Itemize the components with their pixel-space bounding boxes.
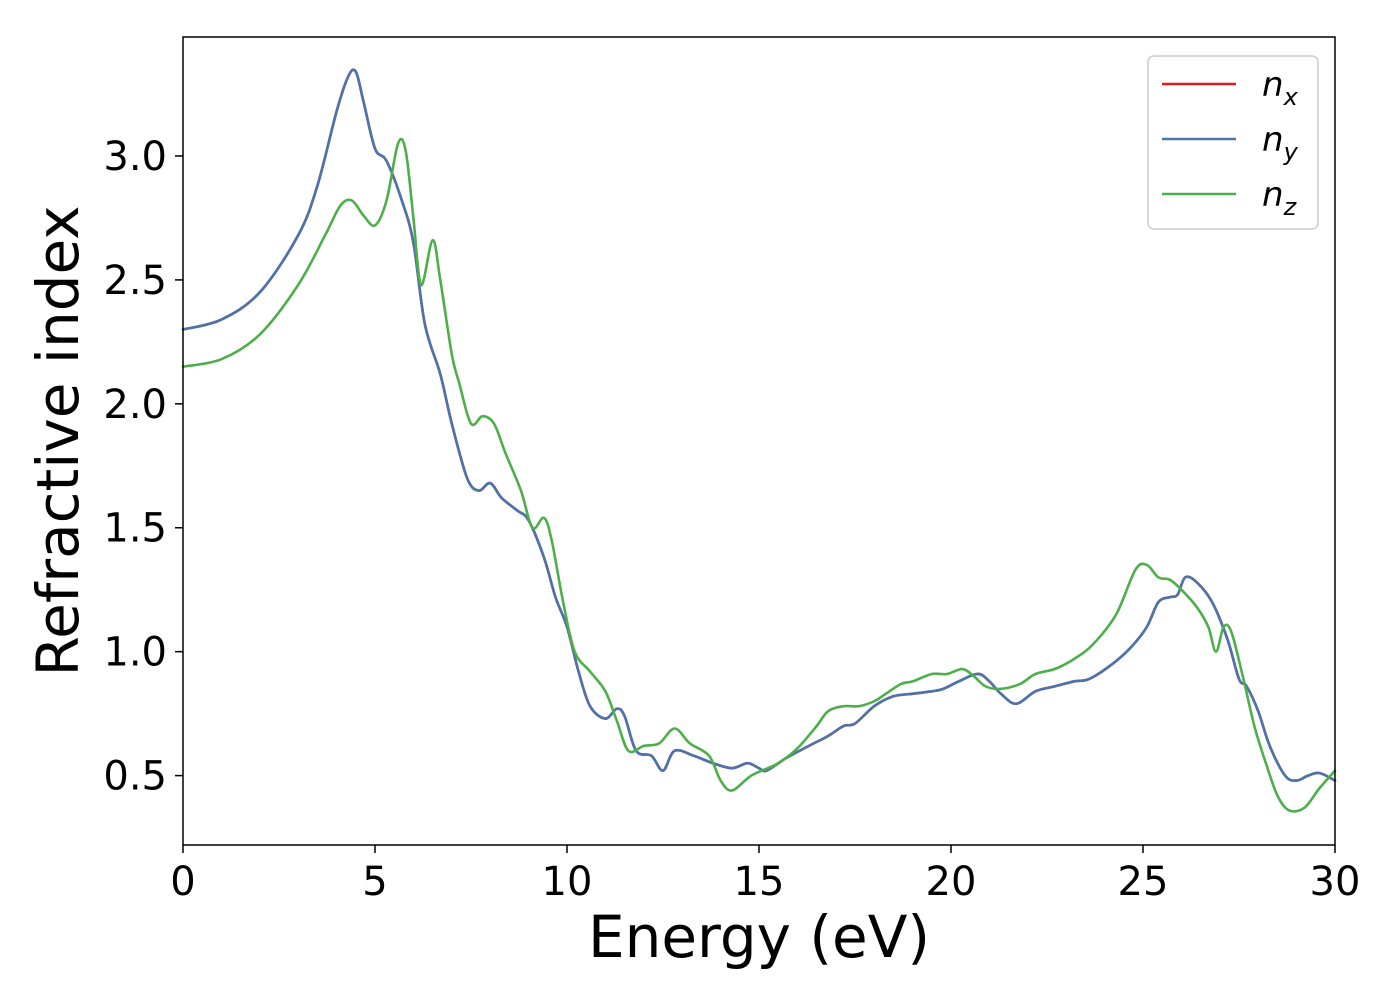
- x-tick-label: 15: [734, 859, 785, 905]
- x-tick-label: 0: [170, 859, 195, 905]
- legend-label-y: ny: [1262, 120, 1299, 166]
- y-tick-label: 2.0: [103, 382, 167, 428]
- y-axis-label: Refractive index: [24, 205, 92, 676]
- x-axis-ticks: 0 5 10 15 20 25 30: [170, 845, 1360, 905]
- x-tick-label: 10: [542, 859, 593, 905]
- y-tick-label: 0.5: [103, 754, 167, 800]
- series-line-y: [181, 68, 1337, 782]
- y-tick-label: 1.5: [103, 506, 167, 552]
- y-axis-ticks: 0.5 1.0 1.5 2.0 2.5 3.0: [103, 134, 183, 800]
- legend-box: [1147, 55, 1319, 230]
- y-tick-label: 2.5: [103, 258, 167, 304]
- y-tick-label: 3.0: [103, 134, 167, 180]
- y-tick-label: 1.0: [103, 630, 167, 676]
- x-tick-label: 25: [1118, 859, 1169, 905]
- x-tick-label: 20: [926, 859, 977, 905]
- plot-lines: [181, 68, 1337, 813]
- legend-label-x: nx: [1262, 65, 1299, 111]
- x-tick-label: 5: [362, 859, 387, 905]
- x-tick-label: 30: [1310, 859, 1361, 905]
- x-axis-label: Energy (eV): [588, 903, 930, 971]
- series-line-z: [181, 137, 1337, 813]
- legend: nx ny nz: [1147, 55, 1319, 230]
- legend-label-z: nz: [1262, 175, 1298, 221]
